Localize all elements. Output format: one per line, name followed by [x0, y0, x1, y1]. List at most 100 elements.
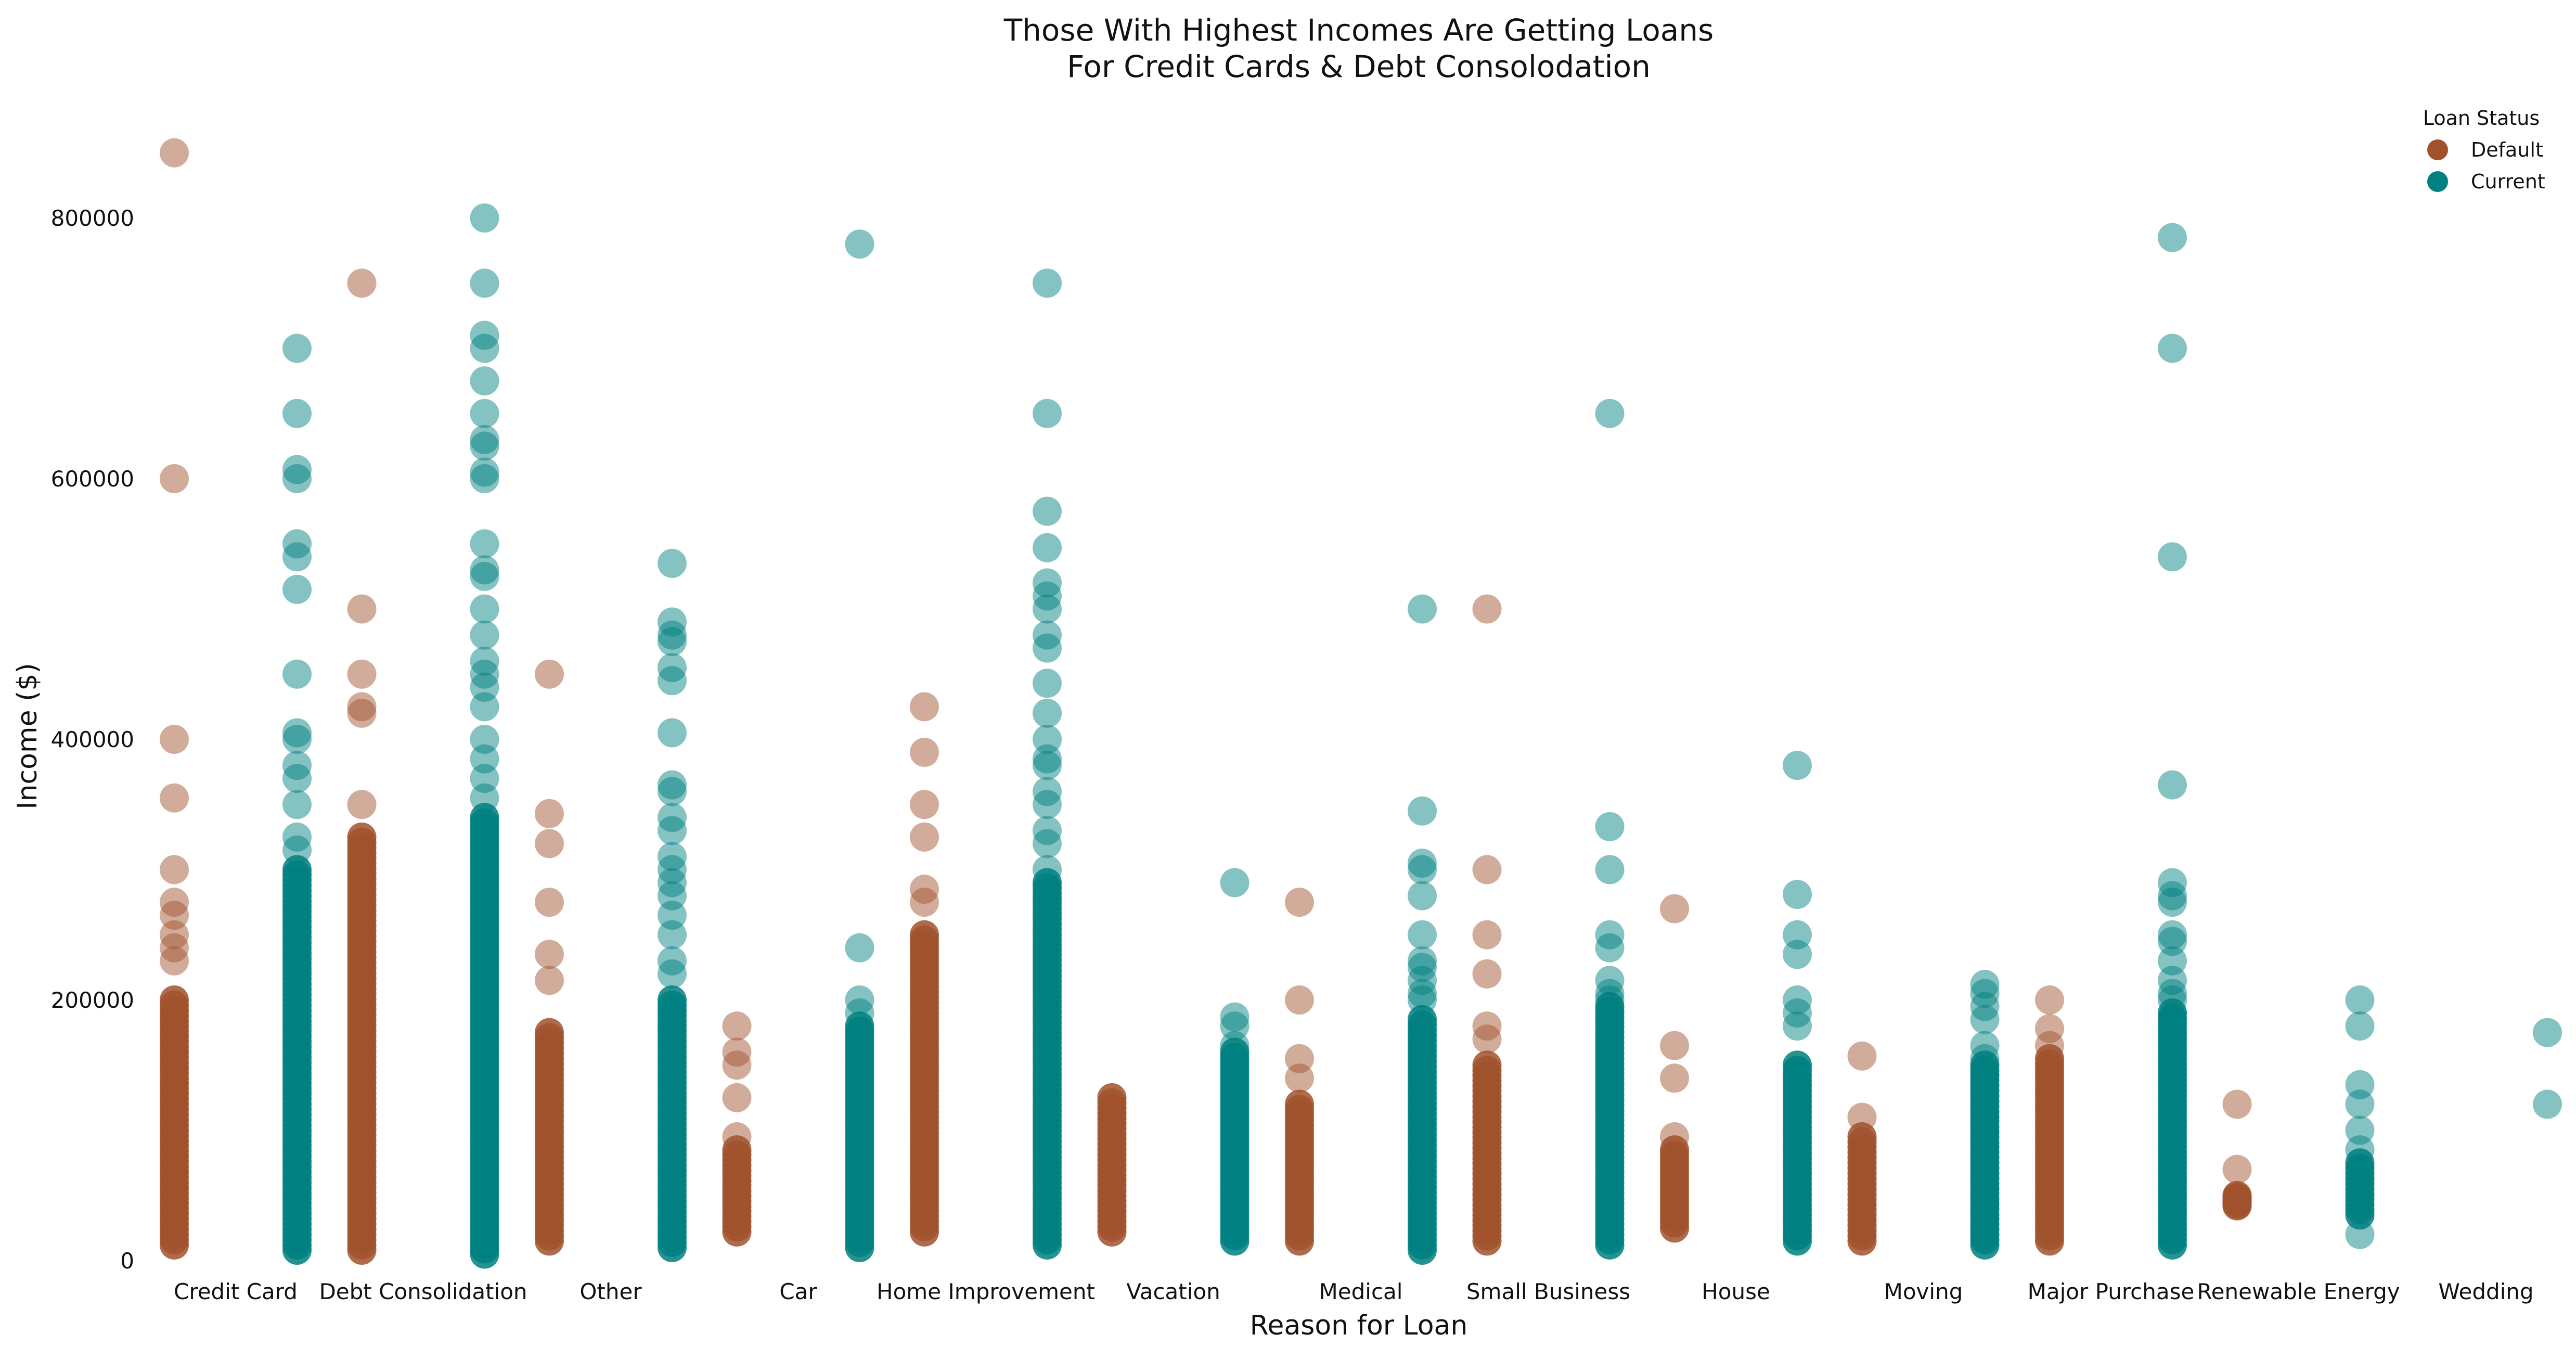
data-point [1033, 399, 1062, 428]
data-point [470, 803, 499, 832]
data-point [282, 718, 312, 748]
data-point [1970, 1044, 2000, 1073]
data-point [1033, 777, 1062, 806]
data-point [845, 1011, 874, 1041]
data-point [1220, 1002, 1250, 1032]
data-point [2035, 1031, 2064, 1060]
data-point [1033, 816, 1062, 845]
data-point [1408, 796, 1437, 826]
data-point [1970, 1031, 2000, 1060]
data-point [1847, 1102, 1877, 1132]
data-point [658, 627, 687, 657]
data-point [470, 425, 499, 454]
data-point [2345, 1070, 2375, 1099]
data-points [160, 138, 2562, 1269]
data-point [1033, 725, 1062, 754]
y-tick-label: 0 [120, 1248, 134, 1274]
data-point [1033, 855, 1062, 884]
y-axis-ticks: 0 200000 400000 600000 800000 [51, 206, 134, 1274]
data-point [160, 783, 189, 813]
data-point [2158, 770, 2187, 800]
data-point [470, 529, 499, 559]
data-point [1033, 633, 1062, 663]
data-point [470, 457, 499, 487]
data-point [347, 698, 377, 728]
data-point [470, 646, 499, 676]
legend-label-current: Current [2471, 170, 2545, 193]
x-tick-label: Other [579, 1279, 642, 1304]
data-point [470, 594, 499, 624]
x-axis-ticks: Credit Card Debt Consolidation Other Car Hom… [174, 1279, 2534, 1304]
data-point [535, 1018, 564, 1047]
data-point [1033, 669, 1062, 698]
data-point [470, 764, 499, 793]
data-point [282, 399, 312, 428]
data-point [1660, 894, 1689, 923]
data-point [1408, 1005, 1437, 1034]
data-point [658, 607, 687, 637]
x-tick-label: Debt Consolidation [319, 1279, 527, 1304]
data-point [658, 946, 687, 976]
data-point [2158, 223, 2187, 252]
data-point [2158, 868, 2187, 897]
data-point [160, 901, 189, 930]
data-point [2035, 1014, 2064, 1044]
data-point [722, 1037, 752, 1067]
data-point [2533, 1018, 2562, 1047]
data-point [658, 855, 687, 884]
data-point [658, 803, 687, 832]
data-point [1033, 744, 1062, 774]
data-point [347, 268, 377, 298]
data-point [1595, 992, 1625, 1021]
data-point [1595, 399, 1625, 428]
data-point [1970, 979, 2000, 1008]
data-point [658, 816, 687, 845]
data-point [1472, 1011, 1502, 1041]
data-point [160, 933, 189, 963]
data-point [1595, 979, 1625, 1008]
data-point [470, 203, 499, 233]
data-point [722, 1011, 752, 1041]
data-point [1472, 1050, 1502, 1080]
data-point [658, 666, 687, 696]
data-point [470, 268, 499, 298]
data-point [1970, 992, 2000, 1021]
data-point [910, 822, 939, 852]
y-tick-label: 600000 [51, 466, 134, 492]
data-point [2158, 979, 2187, 1008]
data-point [535, 799, 564, 828]
x-tick-label: Renewable Energy [2197, 1279, 2400, 1304]
data-point [1660, 1135, 1689, 1165]
data-point [658, 868, 687, 897]
data-point [1285, 1044, 1314, 1073]
data-point [722, 1050, 752, 1080]
data-point [658, 901, 687, 930]
data-point [347, 594, 377, 624]
data-point [658, 881, 687, 910]
x-axis-label: Reason for Loan [1250, 1310, 1468, 1341]
data-point [2222, 1089, 2252, 1119]
data-point [1033, 698, 1062, 728]
data-point [1783, 920, 1812, 950]
data-point [1033, 829, 1062, 858]
legend-entry-current: Current [2427, 170, 2545, 193]
data-point [470, 620, 499, 650]
x-tick-label: Wedding [2438, 1279, 2533, 1304]
data-point [658, 842, 687, 871]
data-point [1033, 496, 1062, 526]
data-point [1033, 268, 1062, 298]
data-point [2345, 1089, 2375, 1119]
data-point [658, 770, 687, 800]
data-point [1847, 1122, 1877, 1152]
data-point [1783, 751, 1812, 780]
data-point [1033, 868, 1062, 897]
data-point [1783, 880, 1812, 909]
legend-entry-default: Default [2427, 138, 2543, 161]
legend-title: Loan Status [2423, 107, 2540, 130]
data-point [470, 672, 499, 702]
data-point [347, 659, 377, 689]
data-point [658, 920, 687, 950]
data-point [722, 1135, 752, 1165]
data-point [1033, 568, 1062, 598]
data-point [347, 822, 377, 852]
